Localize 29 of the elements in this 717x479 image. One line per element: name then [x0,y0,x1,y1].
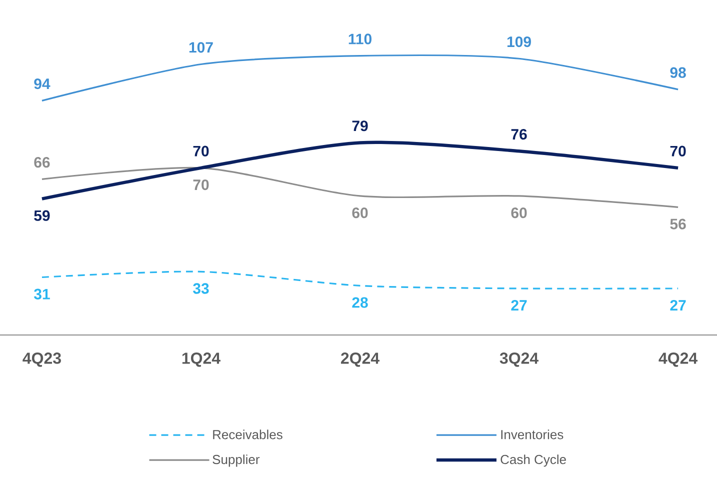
data-label: 28 [352,297,368,308]
x-tick-label: 1Q24 [182,352,220,367]
legend-label: Inventories [501,430,564,440]
data-label: 109 [507,36,531,48]
data-label: 60 [511,208,527,218]
data-label: 70 [193,146,209,156]
x-tick-label: 4Q23 [22,352,61,367]
data-label: 107 [189,42,213,53]
data-label: 76 [511,128,527,140]
data-label: 59 [34,210,50,221]
x-tick-label: 4Q24 [658,352,698,367]
x-tick-label: 2Q24 [340,352,380,367]
data-label: 79 [352,120,368,132]
data-label: 70 [670,146,686,156]
data-label: 56 [670,218,686,230]
data-label: 31 [34,288,50,300]
data-label: 98 [670,67,686,78]
data-label: 60 [352,208,368,218]
legend-label: Receivables [213,430,282,440]
legend-label: Cash Cycle [500,454,566,467]
legend-label: Supplier [212,454,260,467]
data-label: 94 [34,78,50,90]
data-label: 110 [348,34,372,44]
data-label: 70 [193,179,209,190]
data-label: 27 [511,300,527,310]
data-label: 33 [193,283,209,294]
data-label: 66 [34,157,50,168]
x-tick-label: 3Q24 [500,352,539,367]
data-label: 27 [670,300,686,310]
